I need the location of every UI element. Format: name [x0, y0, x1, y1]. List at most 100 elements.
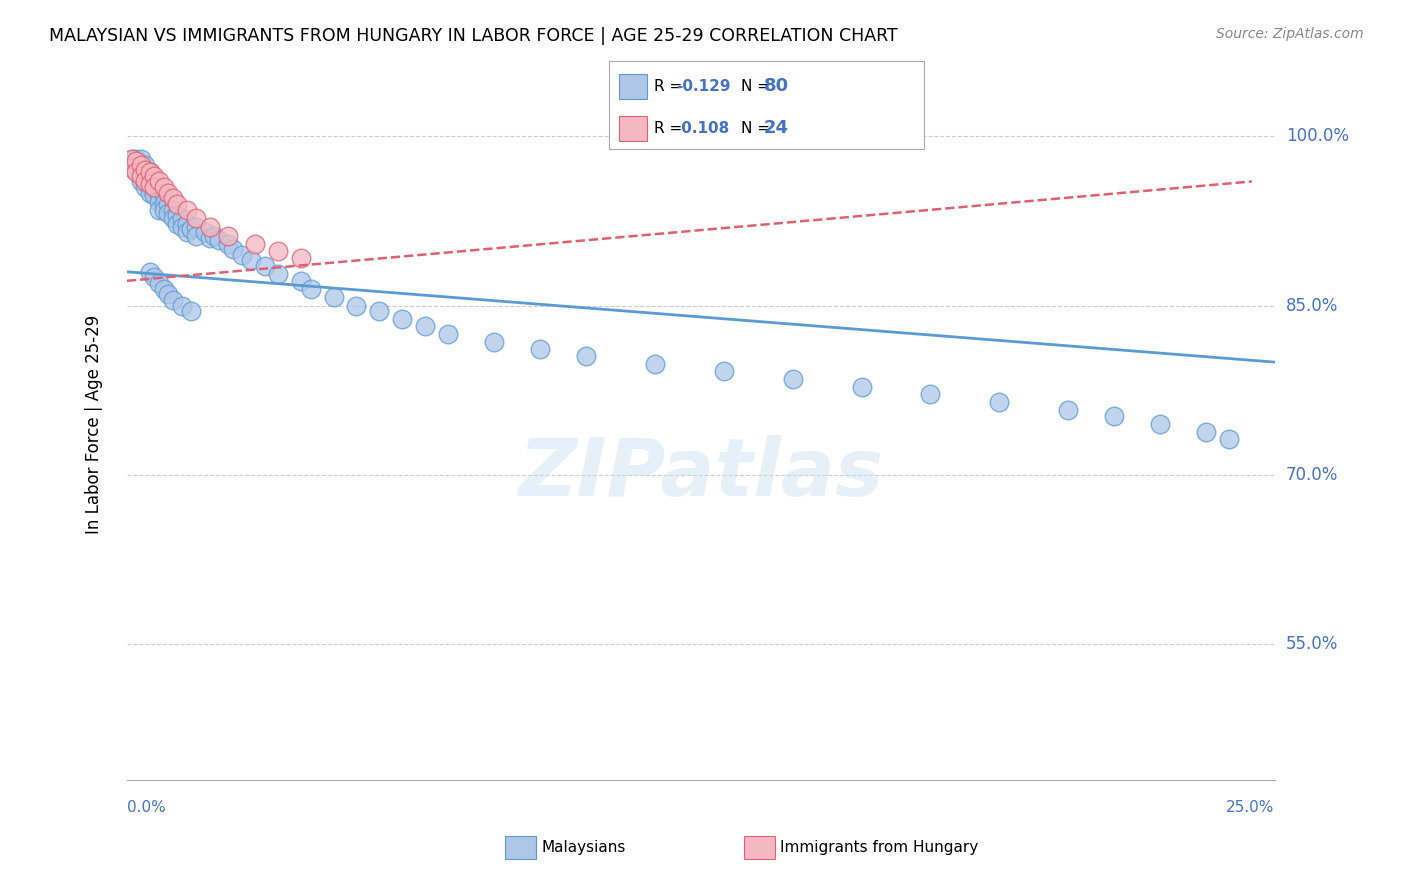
Point: [208, 233, 231, 247]
Point: [217, 228, 239, 243]
Point: [125, 163, 148, 178]
Point: [170, 219, 193, 234]
Point: [267, 244, 290, 259]
Point: [482, 334, 505, 349]
Text: 80: 80: [763, 77, 789, 95]
Point: [184, 228, 207, 243]
Text: 55.0%: 55.0%: [1286, 635, 1339, 654]
Text: MALAYSIAN VS IMMIGRANTS FROM HUNGARY IN LABOR FORCE | AGE 25-29 CORRELATION CHAR: MALAYSIAN VS IMMIGRANTS FROM HUNGARY IN …: [49, 27, 898, 45]
Point: [180, 304, 202, 318]
Point: [134, 165, 156, 179]
Point: [125, 154, 148, 169]
Point: [129, 165, 152, 179]
Point: [152, 188, 174, 202]
Y-axis label: In Labor Force | Age 25-29: In Labor Force | Age 25-29: [86, 315, 103, 533]
Text: N =: N =: [741, 78, 775, 94]
Point: [121, 157, 143, 171]
Point: [231, 248, 253, 262]
Text: 0.108: 0.108: [676, 121, 730, 136]
Point: [217, 236, 239, 251]
Point: [148, 180, 170, 194]
Point: [180, 222, 202, 236]
Point: [644, 357, 666, 371]
Point: [166, 197, 188, 211]
Point: [139, 265, 162, 279]
Point: [166, 208, 188, 222]
Point: [139, 165, 162, 179]
Point: [782, 372, 804, 386]
Point: [176, 225, 198, 239]
Point: [184, 219, 207, 234]
Text: ZIPatlas: ZIPatlas: [519, 435, 883, 513]
Point: [139, 174, 162, 188]
Text: 24: 24: [763, 120, 789, 137]
Point: [346, 299, 368, 313]
Point: [152, 197, 174, 211]
Point: [157, 206, 180, 220]
Text: Source: ZipAtlas.com: Source: ZipAtlas.com: [1216, 27, 1364, 41]
Point: [1195, 425, 1218, 439]
Point: [139, 165, 162, 179]
Text: 25.0%: 25.0%: [1226, 800, 1275, 815]
Point: [176, 218, 198, 232]
Point: [121, 161, 143, 175]
Point: [157, 186, 180, 200]
Point: [129, 169, 152, 183]
Point: [1057, 402, 1080, 417]
Point: [148, 194, 170, 209]
Point: [162, 191, 184, 205]
Point: [143, 180, 166, 194]
Point: [184, 211, 207, 225]
Point: [148, 276, 170, 290]
Point: [290, 274, 312, 288]
Point: [713, 364, 735, 378]
Point: [139, 186, 162, 200]
Point: [129, 157, 152, 171]
Point: [152, 282, 174, 296]
Point: [134, 157, 156, 171]
Point: [391, 312, 413, 326]
Point: [129, 174, 152, 188]
Point: [125, 165, 148, 179]
Text: R =: R =: [654, 78, 688, 94]
Point: [143, 174, 166, 188]
Text: N =: N =: [741, 121, 775, 136]
Point: [143, 180, 166, 194]
Point: [129, 157, 152, 171]
Point: [575, 350, 598, 364]
Point: [290, 251, 312, 265]
Point: [437, 326, 460, 341]
Point: [920, 386, 942, 401]
Point: [170, 299, 193, 313]
Point: [166, 218, 188, 232]
Point: [851, 380, 873, 394]
Point: [253, 259, 276, 273]
Point: [134, 174, 156, 188]
Point: [134, 174, 156, 188]
Point: [529, 342, 551, 356]
Point: [267, 267, 290, 281]
Text: 85.0%: 85.0%: [1286, 297, 1339, 315]
Point: [176, 202, 198, 217]
Point: [1149, 417, 1171, 432]
Text: 100.0%: 100.0%: [1286, 128, 1348, 145]
Point: [198, 231, 221, 245]
Point: [1218, 432, 1240, 446]
Point: [121, 152, 143, 166]
Point: [162, 293, 184, 307]
Point: [121, 152, 143, 166]
Point: [148, 174, 170, 188]
Point: [239, 253, 262, 268]
Point: [148, 188, 170, 202]
Point: [134, 180, 156, 194]
Text: Malaysians: Malaysians: [541, 840, 626, 855]
Point: [322, 290, 344, 304]
Point: [152, 180, 174, 194]
Point: [194, 225, 217, 239]
Point: [139, 180, 162, 194]
Point: [157, 197, 180, 211]
Point: [125, 152, 148, 166]
Text: 70.0%: 70.0%: [1286, 466, 1339, 484]
Point: [143, 169, 166, 183]
Point: [988, 394, 1011, 409]
